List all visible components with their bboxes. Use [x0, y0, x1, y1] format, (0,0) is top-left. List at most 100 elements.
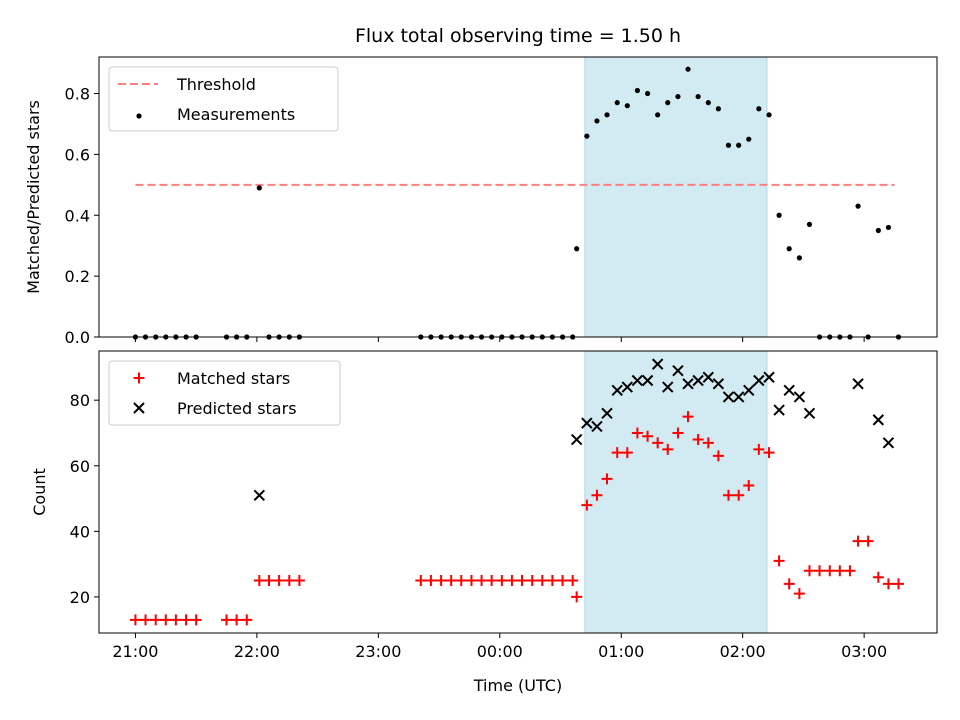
matched-star-point	[621, 447, 633, 459]
matched-star-point	[241, 614, 253, 626]
x-tick-label: 01:00	[598, 642, 644, 661]
matched-star-point	[793, 588, 805, 600]
legend-label: Predicted stars	[177, 399, 297, 418]
measurement-point	[725, 142, 732, 148]
matched-star-point	[273, 575, 285, 587]
matched-star-point	[571, 591, 583, 603]
matched-star-point	[526, 575, 538, 587]
matched-star-point	[263, 575, 275, 587]
matched-star-point	[852, 535, 864, 547]
measurement-point	[875, 227, 881, 234]
measurement-point	[786, 246, 792, 252]
legend-box	[108, 66, 339, 132]
x-tick-label: 23:00	[355, 642, 401, 661]
measurement-point	[756, 106, 762, 112]
axes-frame	[98, 56, 938, 338]
predicted-star-point	[783, 384, 795, 397]
axes-frame	[98, 350, 938, 634]
matched-star-point	[180, 614, 192, 626]
matched-star-point	[557, 575, 569, 587]
matched-star-point	[293, 575, 305, 587]
matched-star-point	[129, 614, 141, 626]
measurement-point	[675, 93, 681, 100]
legend-measurement-swatch	[136, 113, 142, 119]
measurement-point	[584, 133, 590, 139]
matched-star-point	[611, 447, 623, 459]
predicted-star-point	[702, 371, 715, 383]
matched-star-point	[425, 575, 437, 587]
x-tick-label: 02:00	[720, 642, 766, 661]
matched-star-point	[722, 489, 734, 501]
measurement-point	[574, 246, 580, 252]
shaded-interval	[584, 56, 768, 338]
matched-star-point	[516, 575, 528, 587]
matched-star-point	[672, 427, 684, 439]
legend-label: Threshold	[176, 75, 256, 94]
predicted-star-point	[641, 374, 654, 387]
matched-star-point	[733, 489, 745, 501]
measurement-point	[705, 100, 711, 106]
legend-predicted-swatch	[133, 402, 145, 414]
predicted-star-point	[852, 378, 864, 390]
bottom-y-axis-label: Count	[30, 468, 49, 516]
matched-star-point	[862, 535, 874, 547]
matched-star-point	[844, 565, 856, 577]
y-tick-label: 80	[70, 391, 90, 410]
predicted-star-point	[570, 433, 583, 446]
predicted-star-point	[763, 371, 775, 383]
predicted-star-point	[722, 391, 735, 403]
matched-star-point	[882, 578, 894, 590]
matched-star-point	[631, 427, 643, 439]
matched-star-point	[190, 614, 202, 626]
legend-box	[108, 360, 341, 426]
measurement-point	[736, 142, 742, 148]
matched-star-point	[753, 443, 765, 455]
measurement-point	[796, 255, 802, 261]
matched-star-point	[150, 614, 162, 626]
y-tick-label: 20	[70, 588, 90, 607]
matched-star-point	[445, 575, 457, 587]
matched-star-point	[415, 575, 427, 587]
matched-star-point	[783, 578, 795, 590]
predicted-star-point	[732, 391, 745, 403]
matched-star-point	[662, 443, 674, 455]
matched-star-point	[476, 575, 488, 587]
measurement-point	[685, 66, 691, 72]
measurement-point	[855, 203, 861, 209]
matched-star-point	[682, 411, 694, 423]
predicted-star-point	[601, 407, 613, 420]
top-y-axis-label: Matched/Predicted stars	[24, 100, 43, 294]
matched-star-point	[692, 434, 704, 446]
predicted-star-point	[591, 420, 603, 433]
matched-star-point	[435, 575, 447, 587]
matched-star-point	[652, 437, 664, 449]
predicted-star-point	[743, 384, 755, 397]
matched-star-point	[455, 575, 467, 587]
matched-star-point	[160, 614, 172, 626]
legend: Threshold Measurements	[108, 66, 339, 132]
matched-star-point	[763, 447, 775, 459]
predicted-star-point	[631, 374, 644, 387]
measurement-point	[624, 103, 630, 109]
y-tick-label: 0.8	[65, 85, 90, 104]
measurement-point	[885, 224, 892, 231]
predicted-star-point	[872, 414, 885, 426]
matched-star-point	[642, 430, 654, 442]
measurement-point	[256, 185, 262, 191]
predicted-star-point	[581, 417, 593, 429]
x-tick-label: 00:00	[477, 642, 523, 661]
predicted-star-point	[662, 381, 674, 393]
matched-star-point	[283, 575, 295, 587]
matched-star-point	[506, 575, 518, 587]
y-tick-label: 60	[70, 457, 90, 476]
predicted-star-point	[882, 437, 895, 449]
measurement-point	[665, 100, 671, 106]
predicted-star-point	[712, 378, 725, 390]
matched-star-point	[824, 565, 836, 577]
predicted-star-point	[793, 391, 806, 403]
measurement-point	[614, 100, 620, 106]
legend-matched-swatch	[133, 372, 145, 384]
measurement-point	[604, 112, 610, 118]
matched-star-point	[601, 473, 613, 485]
